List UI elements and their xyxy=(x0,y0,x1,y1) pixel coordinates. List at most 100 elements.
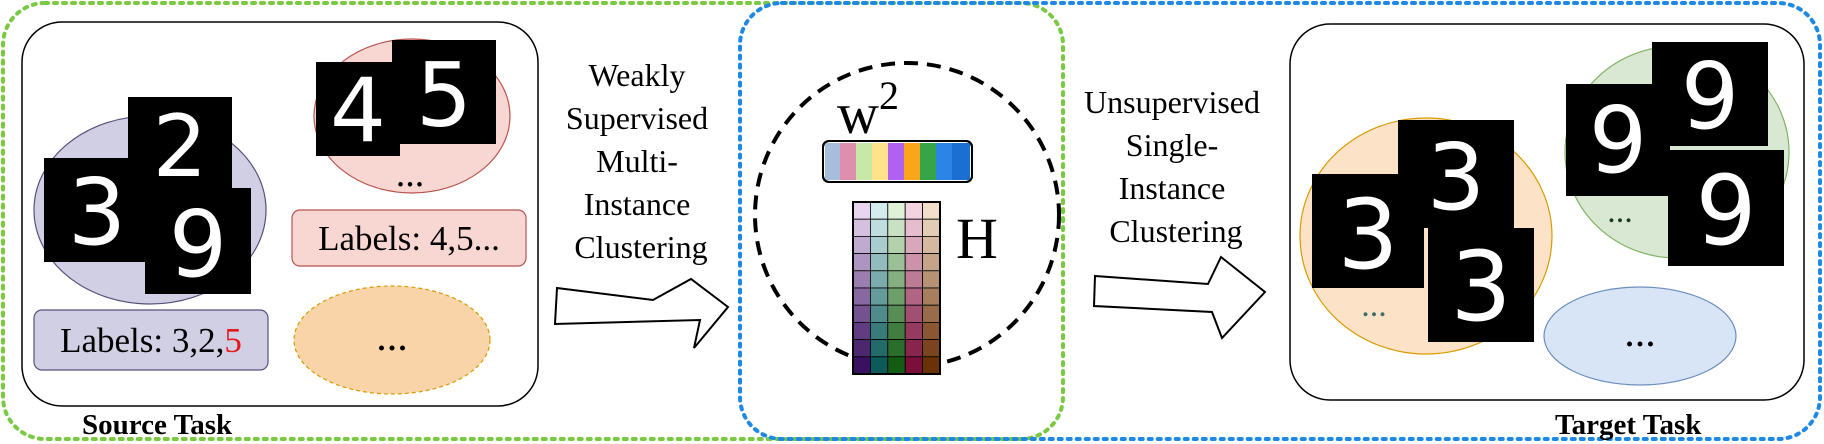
h-matrix-cell xyxy=(887,253,906,272)
digit-image: 3 xyxy=(1312,174,1424,291)
h-matrix-cell xyxy=(870,356,889,375)
h-matrix-cell xyxy=(887,356,906,375)
h-matrix-cell xyxy=(887,339,906,358)
svg-text:9: 9 xyxy=(1589,87,1648,194)
h-matrix-cell xyxy=(870,339,889,358)
h-matrix-cell xyxy=(852,218,871,237)
digit-image: 9 xyxy=(1668,150,1784,267)
arrow1-text-line: Instance xyxy=(584,186,691,222)
h-symbol: H xyxy=(956,206,998,271)
h-matrix-cell xyxy=(904,356,924,375)
svg-text:3: 3 xyxy=(1427,124,1486,231)
bag2-label-box xyxy=(291,209,527,267)
svg-text:Unsupervised Single-: Unsupervised Single- Instance Clustering xyxy=(1084,84,1268,249)
h-matrix-cell xyxy=(852,270,871,289)
h-matrix-cell xyxy=(922,304,941,323)
target-task-panel: 3 3 3 ... 9 9 9 ... ... xyxy=(1289,23,1805,401)
h-matrix-cell xyxy=(852,304,871,323)
h-matrix-cell xyxy=(904,321,924,340)
svg-text:3: 3 xyxy=(1450,231,1511,343)
svg-text:9: 9 xyxy=(169,191,228,298)
h-matrix-cell xyxy=(887,235,906,254)
h-matrix-cell xyxy=(904,253,924,272)
h-matrix-cell xyxy=(870,270,889,289)
svg-text:3: 3 xyxy=(1337,179,1398,291)
digit-image: 3 xyxy=(1398,120,1514,231)
h-matrix-cell xyxy=(852,287,871,306)
h-matrix-cell xyxy=(887,270,906,289)
h-matrix-cell xyxy=(870,287,889,306)
h-matrix-cell xyxy=(887,287,906,306)
bag1-label-box xyxy=(33,309,269,371)
w-vector xyxy=(822,140,973,183)
h-matrix-cell xyxy=(904,287,924,306)
svg-text:9: 9 xyxy=(1695,155,1756,267)
h-matrix-cell xyxy=(870,218,889,237)
svg-text:4: 4 xyxy=(330,59,386,162)
target-region-border xyxy=(738,1,1822,441)
h-matrix-cell xyxy=(870,201,889,220)
h-matrix xyxy=(852,201,941,375)
source-task-panel: 3 2 9 Labels: 3,2,5 4 5 ... Labels: 4,5.… xyxy=(21,21,539,407)
h-matrix-cell xyxy=(870,321,889,340)
h-matrix-cell xyxy=(922,235,941,254)
w-symbol: w2 xyxy=(837,73,899,146)
h-matrix-border xyxy=(852,201,941,375)
h-matrix-cell xyxy=(922,253,941,272)
h-matrix-cell xyxy=(870,235,889,254)
bag3-ellipsis: ... xyxy=(376,314,408,360)
arrow1-text-line: Multi- xyxy=(596,143,678,179)
h-matrix-cell xyxy=(852,356,871,375)
arrow2-text-line: Single- xyxy=(1126,127,1218,163)
h-matrix-cell xyxy=(870,304,889,323)
svg-text:3: 3 xyxy=(68,159,127,266)
arrow1-text-line: Weakly xyxy=(589,57,686,93)
model-circle: w2 H xyxy=(753,61,1061,375)
svg-text:2: 2 xyxy=(153,97,208,197)
h-matrix-cell xyxy=(904,201,924,220)
h-matrix-cell xyxy=(887,218,906,237)
h-matrix-cell xyxy=(852,339,871,358)
h-matrix-cell xyxy=(922,356,941,375)
h-matrix-cell xyxy=(922,321,941,340)
svg-text:Weakly Supervised: Weakly Supervised Multi- Instance Cluste… xyxy=(566,57,716,265)
h-matrix-cell xyxy=(887,304,906,323)
digit-image: 4 xyxy=(316,59,400,162)
digit-image: 2 xyxy=(128,97,232,197)
h-matrix-cell xyxy=(904,218,924,237)
cluster1-ellipsis: ... xyxy=(1361,287,1387,324)
h-matrix-cell xyxy=(852,201,871,220)
arrow1: Weakly Supervised Multi- Instance Cluste… xyxy=(553,57,730,349)
h-matrix-cell xyxy=(922,270,941,289)
h-matrix-cell xyxy=(852,321,871,340)
digit-image: 5 xyxy=(392,40,496,147)
arrow2-text-line: Clustering xyxy=(1109,213,1242,249)
svg-text:5: 5 xyxy=(416,44,472,147)
arrow2: Unsupervised Single- Instance Clustering xyxy=(1084,84,1268,340)
cluster2-ellipsis: ... xyxy=(1607,193,1633,230)
h-matrix-cell xyxy=(887,201,906,220)
cluster3-ellipsis: ... xyxy=(1624,310,1656,356)
bag2-label: Labels: 4,5... xyxy=(318,219,500,258)
arrow2-text-line: Unsupervised xyxy=(1084,84,1260,120)
h-matrix-cell xyxy=(852,235,871,254)
arrow1-text-line: Clustering xyxy=(574,229,707,265)
target-task-title: Target Task xyxy=(1555,409,1702,441)
h-matrix-cell xyxy=(922,218,941,237)
digit-image: 9 xyxy=(1652,42,1768,150)
h-matrix-cell xyxy=(887,321,906,340)
digit-image: 3 xyxy=(1428,228,1534,343)
h-matrix-cell xyxy=(922,201,941,220)
h-matrix-cell xyxy=(904,339,924,358)
cluster3-ellipse xyxy=(1543,286,1737,386)
h-matrix-cell xyxy=(904,270,924,289)
bag3-ellipse xyxy=(293,285,491,395)
svg-text:9: 9 xyxy=(1681,43,1740,150)
source-task-title: Source Task xyxy=(82,409,233,441)
h-matrix-cell xyxy=(922,339,941,358)
h-matrix-cell xyxy=(852,253,871,272)
arrow1-text-line: Supervised xyxy=(566,100,708,136)
digit-image: 3 xyxy=(44,158,150,266)
source-region-border xyxy=(1,1,1065,441)
h-matrix-cell xyxy=(904,235,924,254)
